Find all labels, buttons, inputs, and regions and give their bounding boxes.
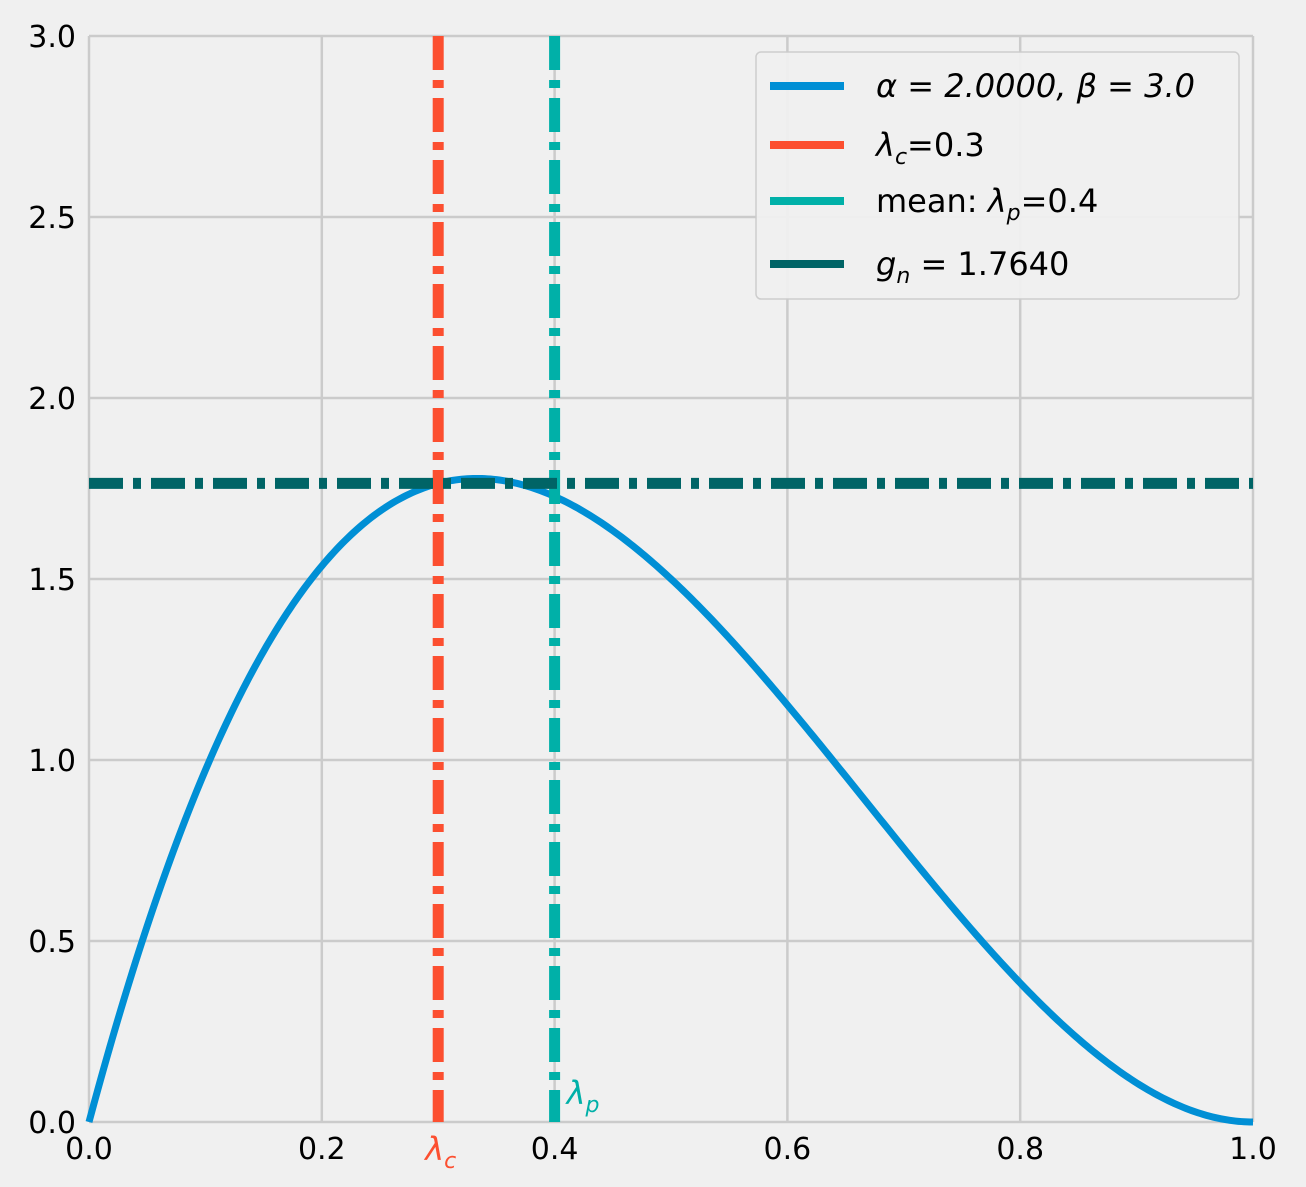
legend-suffix: =0.3 bbox=[907, 126, 985, 164]
y-tick-label: 2.5 bbox=[28, 201, 76, 236]
y-tick-label: 2.0 bbox=[28, 382, 76, 417]
legend-main: λ bbox=[874, 126, 895, 164]
legend-suffix: = 1.7640 bbox=[910, 245, 1069, 283]
legend-main: λ bbox=[986, 182, 1007, 220]
annotation-subscript: c bbox=[444, 1149, 456, 1174]
x-tick-label: 0.6 bbox=[764, 1132, 812, 1167]
annotation-main: λ bbox=[565, 1074, 586, 1112]
x-tick-label: 1.0 bbox=[1229, 1132, 1277, 1167]
y-tick-label: 1.0 bbox=[28, 744, 76, 779]
x-tick-label: 0.0 bbox=[65, 1132, 113, 1167]
legend-main: α = 2.0000, β = 3.0 bbox=[876, 67, 1195, 105]
annotation-label: λp bbox=[565, 1074, 600, 1118]
x-tick-label: 0.2 bbox=[298, 1132, 346, 1167]
legend-box bbox=[755, 51, 1240, 300]
x-tick-label: 0.8 bbox=[996, 1132, 1044, 1167]
tick-labels: 0.0 0.2 0.4 0.6 0.8 1.0 0.0 0.5 1.0 1.5 2.0 2.5 3.0 bbox=[28, 20, 1277, 1167]
legend-entry-label: α = 2.0000, β = 3.0 bbox=[876, 67, 1195, 105]
annotation-subscript: p bbox=[585, 1093, 600, 1118]
legend-entry-label: λc=0.3 bbox=[874, 126, 985, 170]
y-tick-label: 0.0 bbox=[28, 1106, 76, 1141]
annotation-main: λ bbox=[423, 1130, 444, 1168]
legend-entry-label: mean: λp=0.4 bbox=[876, 182, 1098, 226]
x-tick-label: 0.4 bbox=[531, 1132, 579, 1167]
series-line bbox=[85, 474, 1254, 1126]
annotation-label: λc bbox=[423, 1130, 456, 1174]
legend-sub: n bbox=[896, 264, 910, 289]
legend-sub: c bbox=[895, 145, 907, 170]
legend-main: g bbox=[876, 245, 896, 283]
y-tick-label: 3.0 bbox=[28, 20, 76, 55]
legend-suffix: =0.4 bbox=[1021, 182, 1099, 220]
series-layer bbox=[85, 474, 1254, 1126]
y-tick-label: 1.5 bbox=[28, 563, 76, 598]
reference-lines bbox=[89, 36, 1253, 1122]
grid bbox=[87, 34, 1255, 1124]
legend-prefix: mean: bbox=[876, 182, 988, 220]
legend-entry-label: gn = 1.7640 bbox=[876, 245, 1069, 289]
legend-sub: p bbox=[1006, 201, 1021, 226]
y-tick-label: 0.5 bbox=[28, 925, 76, 960]
